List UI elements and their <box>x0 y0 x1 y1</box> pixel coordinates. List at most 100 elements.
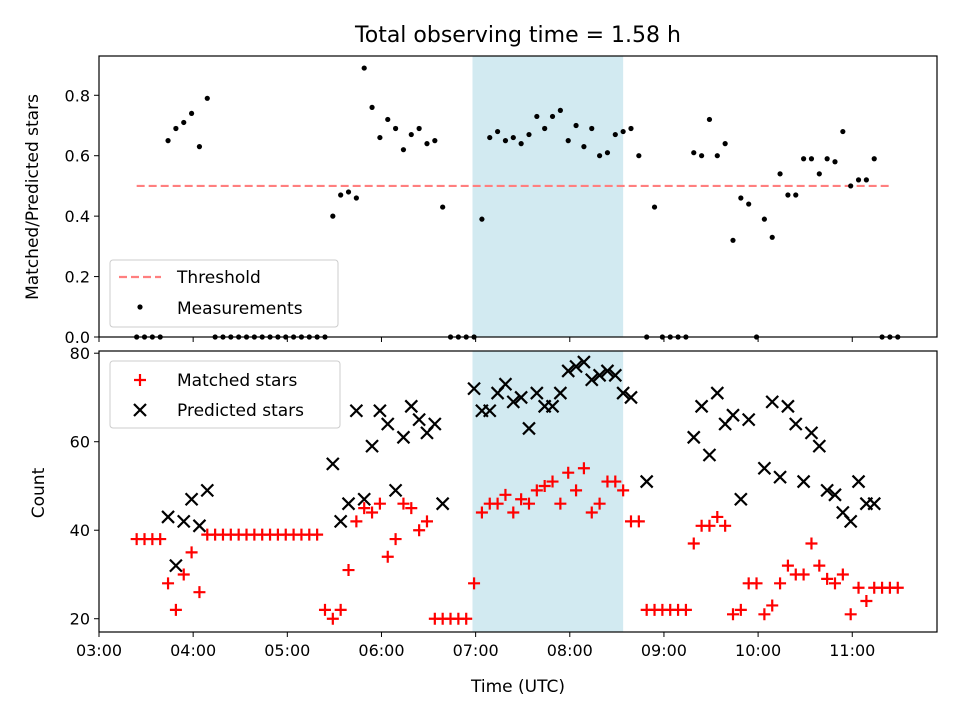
predicted-stars-point <box>867 496 882 511</box>
matched-stars-point <box>169 603 182 616</box>
measurements-point <box>510 134 516 141</box>
matched-stars-point <box>499 488 512 501</box>
y-tick-label: 80 <box>70 344 90 363</box>
matched-stars-point <box>797 568 810 581</box>
predicted-stars-point <box>569 359 583 374</box>
predicted-stars-point <box>467 381 481 396</box>
measurements-point <box>549 113 556 120</box>
y-tick-label: 0.8 <box>65 86 90 105</box>
observing-window-0 <box>472 56 624 337</box>
matched-stars-point <box>460 612 473 625</box>
predicted-stars-point <box>616 386 630 400</box>
matched-stars-point <box>813 559 826 572</box>
measurements-point <box>330 213 336 219</box>
measurements-point <box>557 107 563 113</box>
observing-window-1 <box>472 351 624 632</box>
matched-stars-point <box>397 497 410 510</box>
x-tick-label: 10:00 <box>735 641 781 660</box>
predicted-stars-point <box>820 483 834 498</box>
matched-stars-point <box>836 568 849 581</box>
measurements-point <box>188 110 195 117</box>
measurements-point <box>761 216 767 222</box>
matched-stars-point <box>350 515 363 528</box>
bottom-y-axis-label: Count <box>29 467 49 518</box>
matched-stars-point <box>750 577 763 590</box>
measurements-point <box>699 153 705 159</box>
matched-stars-point <box>373 497 386 510</box>
measurements-point <box>408 131 414 138</box>
measurements-point <box>181 119 187 126</box>
measurements-point <box>777 171 783 177</box>
matched-stars-point <box>342 564 355 577</box>
predicted-stars-point <box>428 417 442 431</box>
predicted-stars-point <box>694 399 709 414</box>
predicted-stars-point <box>592 368 607 383</box>
predicted-stars-point <box>741 412 756 427</box>
matched-stars-point <box>507 506 520 519</box>
measurements-point <box>518 141 524 147</box>
matched-stars-point <box>593 497 606 510</box>
measurements-point <box>494 128 501 135</box>
matched-stars-point <box>475 506 488 519</box>
matched-stars-point <box>405 502 418 515</box>
matched-stars-point <box>177 568 190 581</box>
measurements-point <box>855 177 862 183</box>
measurements-point <box>502 138 509 144</box>
predicted-stars-point <box>333 514 348 529</box>
x-tick-label: 08:00 <box>547 641 593 660</box>
measurements-point <box>581 144 587 150</box>
predicted-stars-point <box>514 390 528 405</box>
predicted-stars-point <box>380 417 395 431</box>
predicted-stars-point <box>757 461 772 476</box>
predicted-stars-point <box>812 439 827 453</box>
predicted-legend-label: Predicted stars <box>177 401 304 421</box>
measurements-point <box>597 153 603 159</box>
axes-frame-0 <box>98 55 938 338</box>
predicted-stars-point <box>506 395 521 409</box>
matched-stars-point <box>318 603 331 616</box>
measurements-point <box>769 234 775 240</box>
predicted-stars-point <box>734 492 748 507</box>
matched-stars-point <box>366 506 379 519</box>
predicted-stars-point <box>192 519 207 533</box>
measurements-point <box>361 65 367 71</box>
y-tick-label: 0.4 <box>65 207 90 226</box>
predicted-stars-point <box>796 474 811 489</box>
measurements-point <box>479 216 485 222</box>
measurements-point <box>636 153 642 159</box>
predicted-stars-point <box>373 403 387 418</box>
measurements-point <box>840 128 846 135</box>
measurements-point <box>165 138 171 144</box>
matched-stars-point <box>758 608 771 621</box>
measurements-point <box>377 134 383 141</box>
measurements-point <box>604 150 611 156</box>
threshold-legend-label: Threshold <box>176 268 261 288</box>
predicted-stars-point <box>851 474 866 489</box>
axes-frame-1 <box>98 350 938 633</box>
predicted-stars-point <box>710 386 725 400</box>
y-tick-label: 0.0 <box>65 328 90 347</box>
predicted-stars-point <box>608 368 623 383</box>
matched-stars-point <box>821 572 834 585</box>
measurements-legend-label: Measurements <box>177 299 303 319</box>
predicted-stars-point <box>498 377 513 391</box>
x-tick-label: 07:00 <box>453 641 499 660</box>
matched-stars-point <box>617 484 630 497</box>
matched-stars-point <box>679 603 692 616</box>
predicted-stars-point <box>404 399 419 414</box>
measurements-point <box>730 237 736 243</box>
measurements-point <box>573 122 579 129</box>
matched-stars-point <box>577 462 590 475</box>
x-tick-label: 11:00 <box>829 641 875 660</box>
matched-stars-point <box>585 506 598 519</box>
matched-stars-point <box>515 493 528 506</box>
measurements-point <box>620 128 626 135</box>
matched-stars-point <box>358 502 371 515</box>
matched-stars-point <box>711 510 724 523</box>
x-tick-label: 04:00 <box>170 641 216 660</box>
predicted-stars-point <box>326 457 340 471</box>
matched-stars-point <box>389 533 402 546</box>
top-legend: Threshold Measurements <box>109 259 339 328</box>
matched-stars-point <box>420 515 433 528</box>
